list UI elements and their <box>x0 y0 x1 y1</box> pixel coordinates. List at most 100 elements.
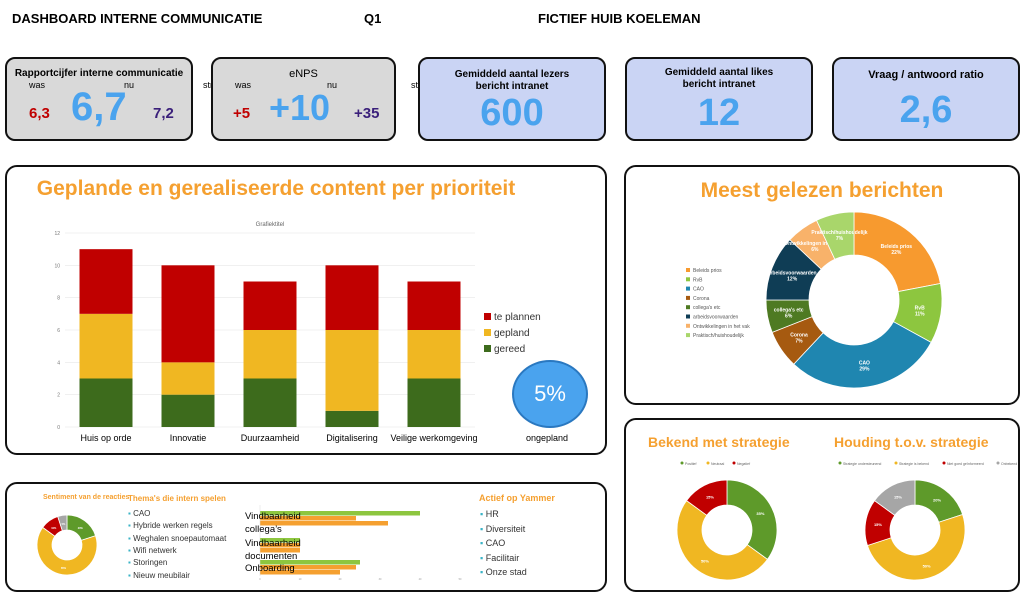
theme-item: CAO <box>128 509 150 518</box>
legend-swatch <box>686 323 690 328</box>
x-tick-label: Duurzaamheid <box>241 433 300 443</box>
houding-title: Houding t.o.v. strategie <box>834 434 989 450</box>
kpi-value: 600 <box>480 92 544 134</box>
legend-label: CAO <box>693 287 704 293</box>
yammer-item: Onze stad <box>480 567 527 577</box>
bar-segment-gereed <box>407 378 461 427</box>
donut-slice <box>793 321 932 389</box>
x-tick-label: 10 <box>299 578 302 581</box>
hbar-category-label: Vindbaarheid <box>245 511 301 522</box>
donut-slice <box>873 479 916 516</box>
hbar-category-label: collega’s <box>245 524 282 535</box>
yammer-title: Actief op Yammer <box>479 493 555 503</box>
kpi-likes: Gemiddeld aantal likes bericht intranet … <box>625 57 813 141</box>
dashboard-title: DASHBOARD INTERNE COMMUNICATIE <box>12 11 263 26</box>
ongepland-circle: 5% <box>512 360 588 428</box>
nu-value: 6,7 <box>71 85 127 129</box>
kpi-title: Rapportcijfer interne communicatie <box>14 68 184 79</box>
slice-value: 10% <box>51 527 57 530</box>
slice-value: 5% <box>62 523 66 526</box>
streven-value: +35 <box>354 105 380 122</box>
slice-value: 20% <box>933 498 941 503</box>
x-tick-label: 40 <box>419 578 422 581</box>
yammer-item: Diversiteit <box>480 524 526 534</box>
slice-value: 50% <box>701 558 709 563</box>
theme-item: Wifi netwerk <box>128 546 177 555</box>
legend-label: Ontwikkelingen in het vak <box>693 324 750 330</box>
bar-segment-gepland <box>79 313 133 379</box>
y-tick-label: 2 <box>57 393 60 399</box>
hbar <box>260 521 388 526</box>
bar-segment-gereed <box>161 394 215 427</box>
streven-value: 7,2 <box>153 105 174 122</box>
legend-label: gepland <box>494 328 530 339</box>
yammer-item: HR <box>480 509 499 519</box>
y-tick-label: 10 <box>54 263 60 269</box>
ongepland-label: ongepland <box>526 433 569 443</box>
slice-value: 22% <box>891 250 902 256</box>
legend-label: gereed <box>494 344 525 355</box>
slice-value: 15% <box>894 495 902 500</box>
bar-segment-gereed <box>325 410 379 427</box>
hbar-category-label: Onboarding <box>245 563 295 574</box>
x-tick-label: Innovatie <box>170 433 207 443</box>
slice-value: 15% <box>874 522 882 527</box>
legend-label: te plannen <box>494 312 541 323</box>
x-tick-label: 30 <box>379 578 382 581</box>
chart-title: Grafiektitel <box>256 222 285 228</box>
slice-label: collega's etc <box>774 307 804 313</box>
legend-label: Positief <box>685 462 697 466</box>
legend-label: Strategie ondersteunend <box>843 462 881 466</box>
slice-value: 12% <box>787 277 798 283</box>
hbar-category-label: Vindbaarheid <box>245 538 301 549</box>
was-value: 6,3 <box>29 105 50 122</box>
legend-swatch <box>894 461 898 465</box>
legend-swatch <box>686 268 690 272</box>
bottom-charts: 20% 65% 10% 5% Vindbaarheid collega’s Vindbaar… <box>36 505 462 581</box>
legend-label: collega's etc <box>693 305 721 311</box>
donut-slice <box>726 479 778 560</box>
kpi-value: 2,6 <box>899 89 953 131</box>
donut-slice <box>866 514 966 581</box>
bar-segment-te-plannen <box>407 281 461 330</box>
legend-swatch <box>706 461 710 465</box>
slice-value: 35% <box>756 511 764 516</box>
period: Q1 <box>364 11 382 26</box>
bar-segment-te-plannen <box>243 281 297 330</box>
slice-label: Praktisch/huishoudelijk <box>811 230 867 236</box>
read-donut-chart: Beleids prios22%RvB11%CAO29%Corona7%coll… <box>686 211 943 389</box>
legend-label: Praktisch/huishoudelijk <box>693 333 744 339</box>
theme-item: Nieuw meubilair <box>128 571 190 580</box>
legend-label: Beleids prios <box>693 268 722 274</box>
legend-swatch <box>686 333 690 338</box>
legend-swatch <box>686 305 690 310</box>
was-label: was <box>235 80 252 90</box>
slice-label: Corona <box>790 332 808 338</box>
legend-swatch <box>484 345 491 352</box>
bar-segment-gepland <box>243 330 297 379</box>
x-tick-label: Huis op orde <box>80 433 131 443</box>
legend-label: Corona <box>693 296 710 302</box>
kpi-rapportcijfer: Rapportcijfer interne communicatie was n… <box>5 57 193 141</box>
bar-segment-gereed <box>79 378 133 427</box>
x-tick-label: 0 <box>259 578 261 581</box>
theme-item: Hybride werken regels <box>128 521 213 530</box>
legend-swatch <box>838 461 842 465</box>
bar-segment-te-plannen <box>161 265 215 363</box>
legend-label: RvB <box>693 277 703 283</box>
strategy-donut-charts: 35% 50% 15% Positief Neutraal Negatief 20% 50% 1… <box>676 461 1017 581</box>
slice-value: 6% <box>811 247 819 253</box>
legend-label: arbeidsvoorwaarden <box>693 315 739 321</box>
slice-value: 65% <box>61 567 67 570</box>
legend-label: Onbekend <box>1001 462 1017 466</box>
legend-swatch <box>680 461 684 465</box>
x-tick-label: Digitalisering <box>326 433 378 443</box>
legend-swatch <box>686 314 690 319</box>
legend-swatch <box>732 461 736 465</box>
bar-segment-gepland <box>161 362 215 395</box>
donut-slice <box>815 211 855 260</box>
was-value: +5 <box>233 105 251 122</box>
slice-value: 11% <box>915 311 925 317</box>
donut-slice <box>676 500 769 581</box>
hbar <box>260 570 340 575</box>
